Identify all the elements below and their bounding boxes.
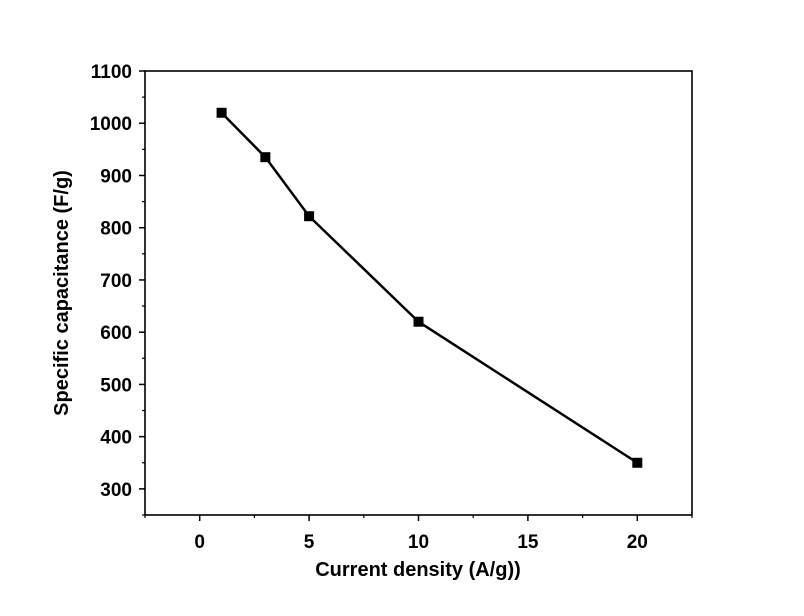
x-axis: 0 5 10 15 20: [144, 515, 693, 553]
y-tick-label: 300: [100, 480, 132, 501]
x-tick-label: 15: [517, 532, 539, 553]
series-line: [220, 111, 638, 464]
y-tick-label: 400: [100, 428, 132, 449]
x-tick-label: 0: [194, 532, 205, 553]
data-point: [632, 457, 643, 468]
y-axis: 300 400 500 600 700 800 900 1000 1100: [90, 62, 145, 516]
y-tick-label: 600: [100, 323, 132, 344]
y-tick-label: 1100: [91, 62, 132, 83]
y-tick-label: 700: [100, 271, 132, 292]
x-axis-title: Current density (A/g)): [315, 559, 521, 581]
data-point: [216, 107, 227, 118]
y-tick-label: 1000: [90, 114, 132, 135]
y-tick-label: 500: [100, 375, 132, 396]
x-tick-label: 10: [408, 532, 429, 553]
y-tick-label: 900: [100, 166, 132, 187]
x-tick-label: 20: [627, 532, 648, 553]
y-tick-label: 800: [100, 219, 132, 240]
plot-frame: [144, 70, 693, 516]
x-tick-label: 5: [304, 532, 315, 553]
data-point: [413, 316, 424, 327]
data-point: [260, 152, 271, 163]
data-point: [304, 211, 315, 222]
y-axis-title: Specific capacitance (F/g): [51, 170, 73, 416]
series-layer: [216, 107, 643, 468]
